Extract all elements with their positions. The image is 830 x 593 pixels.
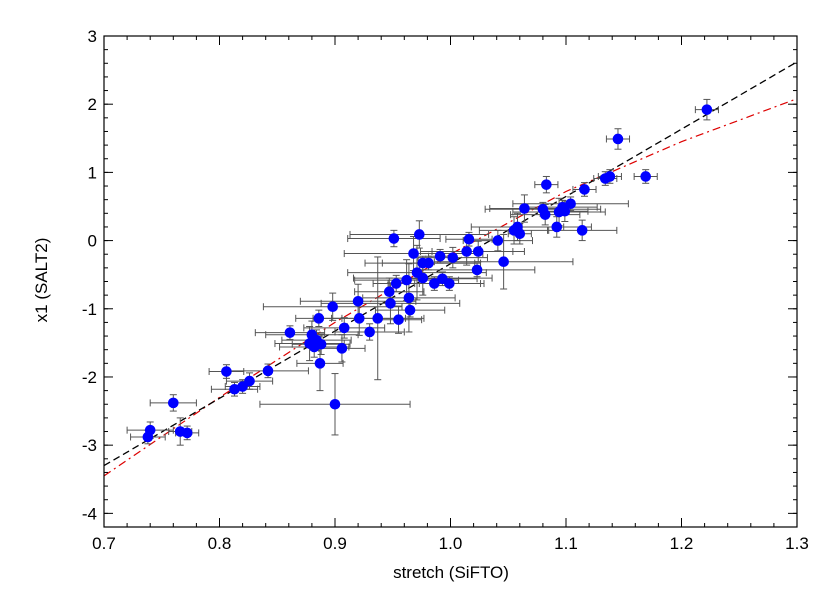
data-point xyxy=(390,278,402,289)
data-point xyxy=(604,171,616,182)
data-point xyxy=(144,424,156,436)
data-point xyxy=(262,365,274,377)
y-tick-label: -1 xyxy=(82,300,97,319)
data-point xyxy=(519,203,530,214)
x-tick-label: 0.9 xyxy=(323,534,347,553)
data-point xyxy=(579,184,590,195)
data-point xyxy=(404,304,416,316)
y-tick-label: -3 xyxy=(82,436,97,455)
y-axis-label: x1 (SALT2) xyxy=(32,238,51,323)
x-tick-label: 1.0 xyxy=(439,534,463,553)
x-tick-label: 1.1 xyxy=(554,534,578,553)
data-point xyxy=(401,274,412,286)
y-tick-label: -4 xyxy=(82,504,97,523)
data-point xyxy=(434,250,446,262)
x-tick-label: 0.8 xyxy=(208,534,232,553)
data-point xyxy=(383,286,395,298)
data-point xyxy=(315,338,327,350)
data-point xyxy=(576,225,588,236)
data-point xyxy=(284,327,296,338)
data-point xyxy=(314,358,326,369)
data-point xyxy=(612,133,624,145)
data-point xyxy=(447,252,459,263)
data-point xyxy=(403,292,415,304)
data-point xyxy=(701,104,713,115)
data-point xyxy=(329,398,341,410)
data-point xyxy=(372,313,384,324)
y-tick-label: 1 xyxy=(88,163,97,182)
data-point xyxy=(313,313,325,324)
data-point xyxy=(444,278,455,289)
data-point xyxy=(244,375,255,387)
data-point xyxy=(181,427,193,439)
data-point xyxy=(539,209,551,220)
data-point xyxy=(352,295,364,307)
data-point xyxy=(492,235,504,246)
data-point xyxy=(640,171,651,182)
data-point xyxy=(551,221,563,233)
data-point xyxy=(472,246,484,257)
data-point xyxy=(471,264,483,276)
x-tick-label: 1.2 xyxy=(670,534,694,553)
data-point xyxy=(514,228,526,240)
data-point xyxy=(429,278,440,289)
fit-line-dashed xyxy=(103,61,798,467)
y-tick-label: 2 xyxy=(88,95,97,114)
data-point xyxy=(463,233,475,245)
data-point xyxy=(408,248,419,259)
x-axis-label: stretch (SiFTO) xyxy=(393,563,509,582)
y-tick-label: -2 xyxy=(82,368,97,387)
data-point xyxy=(336,343,348,354)
data-point xyxy=(229,383,240,395)
x-tick-label: 1.3 xyxy=(785,534,809,553)
data-point xyxy=(541,179,552,190)
data-point xyxy=(423,257,434,269)
data-point xyxy=(385,298,396,309)
data-point xyxy=(414,229,425,240)
data-point xyxy=(388,233,400,244)
data-point xyxy=(364,326,375,338)
data-point xyxy=(338,322,350,334)
data-point xyxy=(498,256,509,268)
data-point xyxy=(353,313,365,324)
data-point xyxy=(417,272,429,284)
data-point xyxy=(461,246,472,257)
y-tick-label: 0 xyxy=(88,232,97,251)
y-tick-label: 3 xyxy=(88,27,97,46)
data-points xyxy=(142,104,713,443)
error-bars xyxy=(126,98,719,446)
fit-line-dashdot xyxy=(103,98,798,477)
data-point xyxy=(168,397,179,409)
data-point xyxy=(565,198,576,210)
fit-lines xyxy=(103,61,798,477)
data-point xyxy=(393,314,404,325)
data-point xyxy=(221,366,232,377)
axis-ticks: 0.7 0.8 0.9 1.0 1.1 1.2 1.3 -4 -3 -2 -1 0 1 2 3 xyxy=(82,27,809,553)
data-point xyxy=(327,301,338,313)
x-tick-label: 0.7 xyxy=(92,534,116,553)
data-point xyxy=(559,205,571,217)
